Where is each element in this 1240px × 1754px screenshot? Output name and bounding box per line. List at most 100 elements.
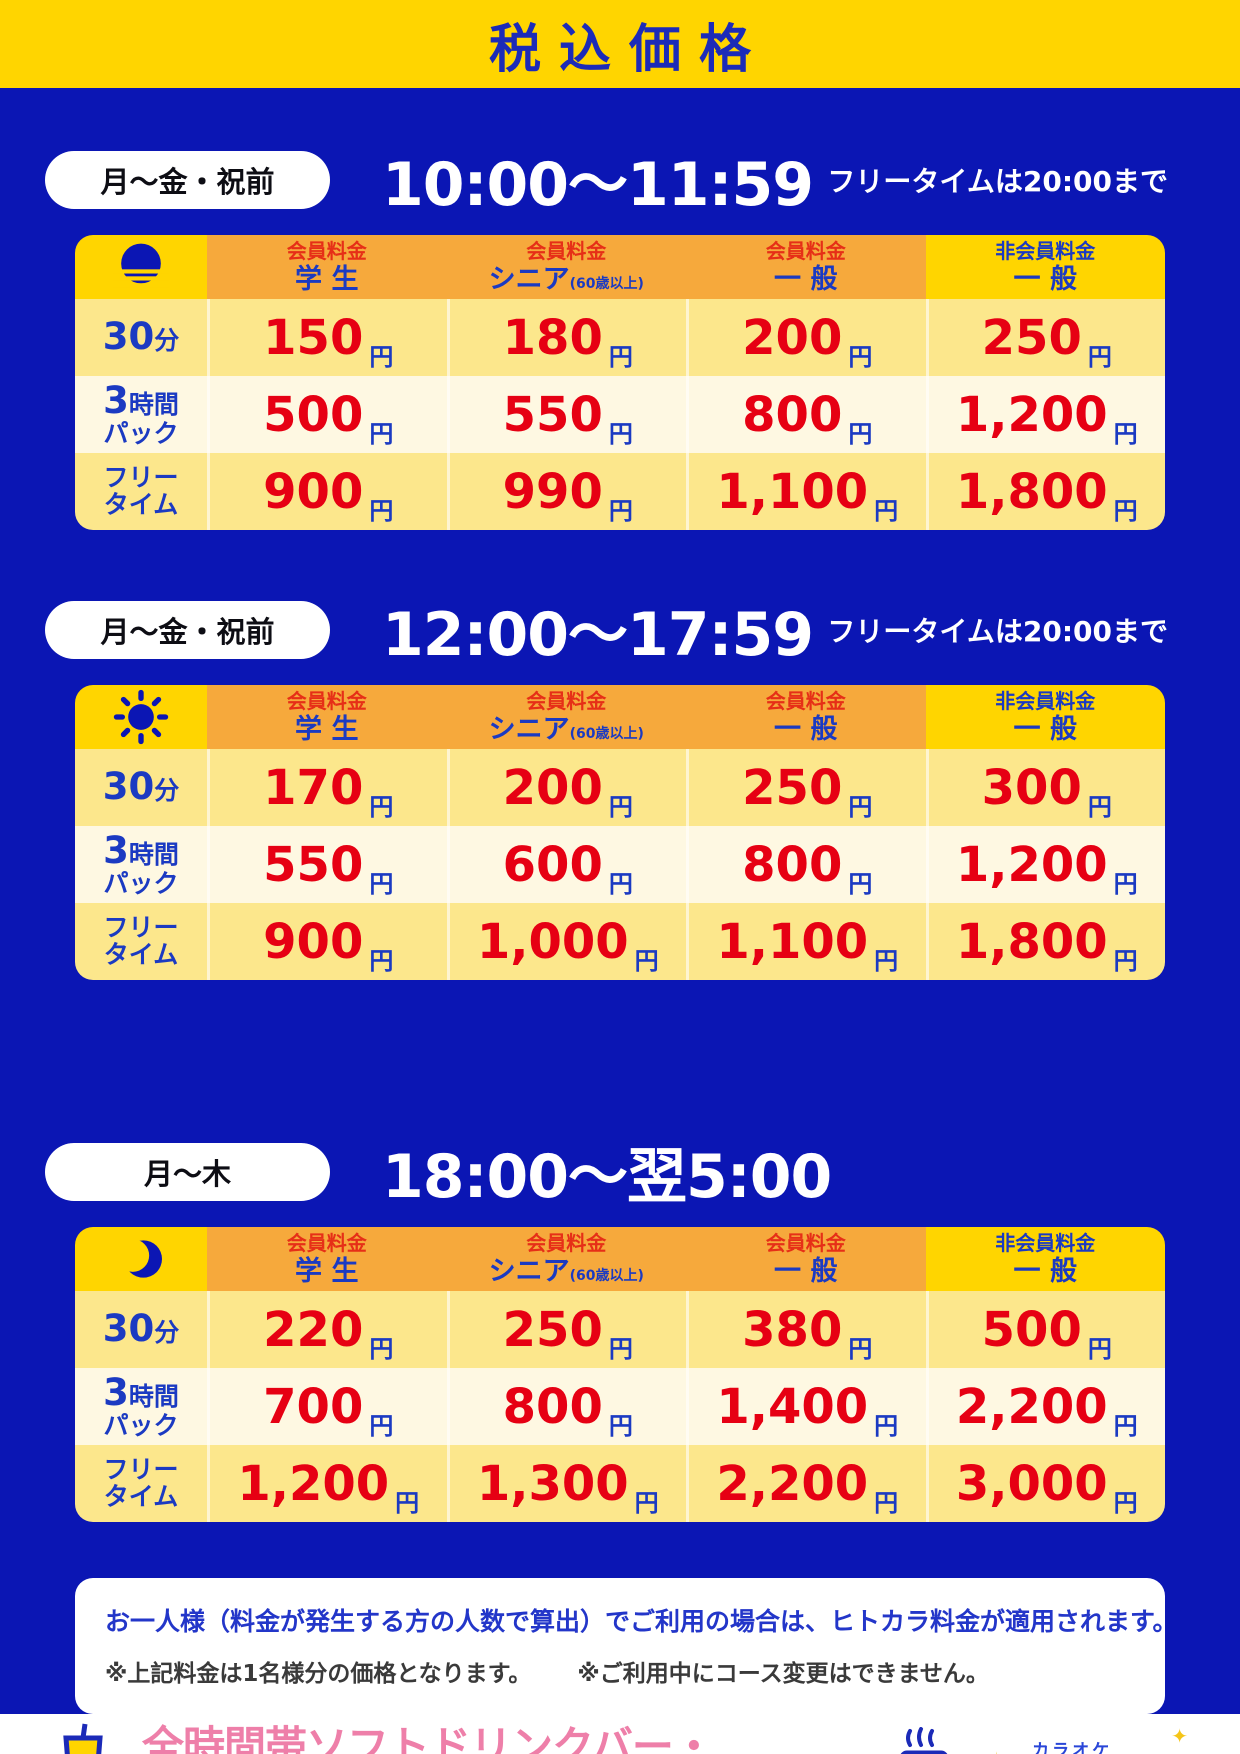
price-cell: 550 円	[446, 376, 686, 453]
price-cell: 900 円	[207, 903, 447, 980]
column-header-member-senior: 会員料金 シニア(60歳以上)	[446, 235, 686, 299]
row-label-line: フリー	[103, 913, 179, 943]
hitokara-notice: お一人様（料金が発生する方の人数で算出）でご利用の場合は、ヒトカラ料金が適用され…	[105, 1607, 1178, 1636]
row-label-30min: 30 分	[75, 1291, 207, 1368]
price-cell: 150 円	[207, 299, 447, 376]
yen-label: 円	[369, 343, 394, 371]
category-label: 一 般	[1013, 263, 1077, 295]
price-cell: 900 円	[207, 453, 447, 530]
price-cell: 200 円	[446, 749, 686, 826]
day-range-pill: 月〜木	[45, 1142, 330, 1201]
row-label-3hour-pack: 3 時間 パック	[75, 826, 207, 903]
price-table: 会員料金 学 生 会員料金 シニア(60歳以上) 会員料金 一 般 非会員料金 …	[75, 685, 1165, 980]
row-label-30min: 30 分	[75, 749, 207, 826]
time-range-label: 12:00〜17:59	[382, 600, 814, 670]
column-header-nonmember-general: 非会員料金 一 般	[925, 685, 1165, 749]
free-time-note: フリータイムは20:00まで	[827, 164, 1168, 198]
column-header-member-general: 会員料金 一 般	[686, 1227, 926, 1291]
free-time-note: フリータイムは20:00まで	[827, 614, 1168, 648]
category-label: シニア(60歳以上)	[489, 1256, 644, 1287]
price-cell: 1,200 円	[207, 1445, 447, 1522]
price-cell: 180 円	[446, 299, 686, 376]
row-label-free-time: フリー タイム	[75, 453, 207, 530]
member-type-label: 非会員料金	[995, 1230, 1096, 1255]
yen-label: 円	[1087, 343, 1112, 371]
footer-banner: 全時間帯ソフトドリンクバー・ ソフトクリームバー無料 カラオケ ✦ BanBan…	[0, 1714, 1240, 1754]
yen-label: 円	[1087, 793, 1112, 821]
yen-label: 円	[608, 1412, 633, 1440]
yen-label: 円	[874, 1412, 899, 1440]
price-cell: 1,800 円	[925, 903, 1165, 980]
category-label: シニア(60歳以上)	[489, 714, 644, 745]
time-range-label: 10:00〜11:59	[382, 150, 814, 220]
member-type-label: 会員料金	[526, 238, 607, 263]
time-of-day-icon-cell	[75, 685, 207, 749]
category-text: 一 般	[774, 1255, 838, 1287]
price-cell: 1,800 円	[925, 453, 1165, 530]
column-header-member-senior: 会員料金 シニア(60歳以上)	[446, 685, 686, 749]
row-label-line: 30 分	[102, 1307, 180, 1351]
price-cell: 800 円	[686, 376, 926, 453]
price-cell: 1,100 円	[686, 903, 926, 980]
yen-label: 円	[874, 947, 899, 975]
yen-label: 円	[634, 1489, 659, 1517]
yen-label: 円	[608, 497, 633, 525]
price-cell: 250 円	[686, 749, 926, 826]
category-text: シニア	[488, 263, 570, 295]
notice-subnotes: ※上記料金は1名様分の価格となります。 ※ご利用中にコース変更はできません。	[105, 1654, 1135, 1688]
title-banner: 税込価格	[0, 0, 1240, 88]
yen-label: 円	[1113, 1489, 1138, 1517]
notice-box: お一人様（料金が発生する方の人数で算出）でご利用の場合は、ヒトカラ料金が適用され…	[75, 1578, 1178, 1714]
row-label-line: 30 分	[102, 315, 180, 359]
price-cell: 550 円	[207, 826, 447, 903]
moon-icon	[116, 1239, 162, 1278]
category-text: 一 般	[774, 263, 838, 295]
category-text: 学 生	[295, 263, 359, 295]
main-content: 月〜金・祝前 10:00〜11:59 フリータイムは20:00まで 会員料金 学…	[0, 88, 1240, 1714]
member-type-label: 非会員料金	[995, 688, 1096, 713]
banban-logo: カラオケ ✦ BanBan ✦ ✦	[978, 1726, 1188, 1754]
column-header-member-general: 会員料金 一 般	[686, 235, 926, 299]
yen-label: 円	[395, 1489, 420, 1517]
column-header-member-student: 会員料金 学 生	[207, 235, 447, 299]
yen-label: 円	[608, 420, 633, 448]
sunrise-icon	[113, 243, 169, 288]
yen-label: 円	[608, 343, 633, 371]
price-cell: 2,200 円	[925, 1368, 1165, 1445]
yen-label: 円	[1113, 947, 1138, 975]
day-range-pill: 月〜金・祝前	[45, 600, 330, 659]
member-type-label: 会員料金	[765, 688, 846, 713]
price-cell: 1,000 円	[446, 903, 686, 980]
time-of-day-icon-cell	[75, 235, 207, 299]
yen-label: 円	[369, 497, 394, 525]
per-person-note: ※上記料金は1名様分の価格となります。	[105, 1661, 532, 1687]
category-text: 一 般	[774, 713, 838, 745]
price-cell: 800 円	[686, 826, 926, 903]
section-header: 月〜木 18:00〜翌5:00	[45, 1128, 1200, 1215]
row-label-line: フリー	[103, 463, 179, 493]
day-range-pill: 月〜金・祝前	[45, 150, 330, 209]
yen-label: 円	[1113, 1412, 1138, 1440]
pricing-section-morning: 月〜金・祝前 10:00〜11:59 フリータイムは20:00まで 会員料金 学…	[40, 88, 1200, 530]
member-type-label: 会員料金	[526, 1230, 607, 1255]
price-cell: 250 円	[446, 1291, 686, 1368]
free-drink-text: 全時間帯ソフトドリンクバー・ ソフトクリームバー無料	[142, 1721, 715, 1754]
category-label: 学 生	[295, 713, 359, 745]
category-text: 学 生	[295, 713, 359, 745]
day-range-label: 月〜金・祝前	[100, 164, 275, 199]
member-type-label: 会員料金	[765, 238, 846, 263]
column-header-member-general: 会員料金 一 般	[686, 685, 926, 749]
row-label-free-time: フリー タイム	[75, 1445, 207, 1522]
no-course-change-note: ※ご利用中にコース変更はできません。	[577, 1661, 989, 1687]
category-text: 一 般	[1013, 263, 1077, 295]
sun-icon	[113, 689, 169, 745]
column-header-member-student: 会員料金 学 生	[207, 685, 447, 749]
price-cell: 1,400 円	[686, 1368, 926, 1445]
price-cell: 250 円	[925, 299, 1165, 376]
member-type-label: 会員料金	[286, 238, 367, 263]
row-label-line: 3 時間	[103, 828, 179, 872]
yen-label: 円	[608, 793, 633, 821]
category-label: 一 般	[774, 263, 838, 295]
row-label-line: 3 時間	[103, 378, 179, 422]
price-cell: 800 円	[446, 1368, 686, 1445]
